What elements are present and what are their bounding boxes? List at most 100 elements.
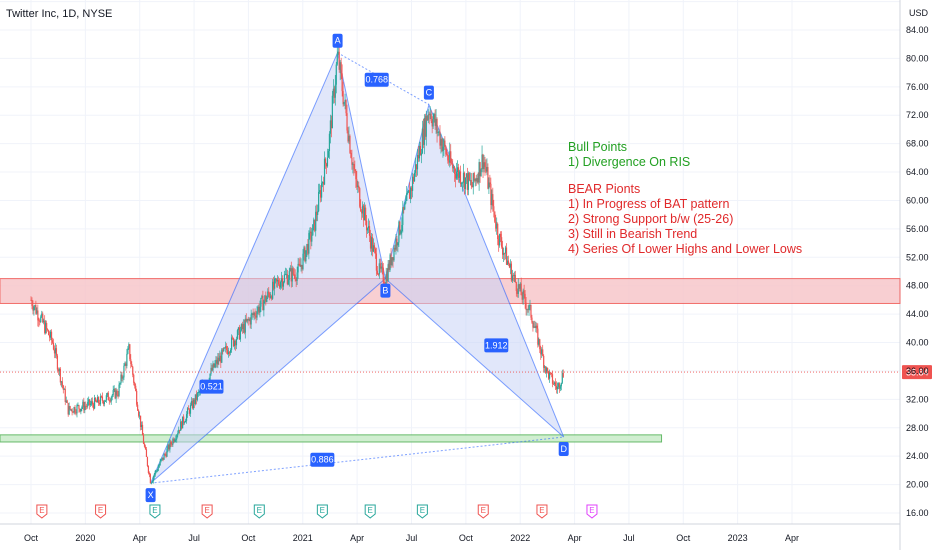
candle-body bbox=[68, 406, 70, 415]
earnings-event-letter: E bbox=[481, 506, 486, 515]
time-axis[interactable]: Oct 2020 Apr Jul Oct 2021 Apr Jul Oct 2022 Apr Jul O… bbox=[24, 533, 799, 543]
candle-body bbox=[113, 388, 115, 391]
candle-body bbox=[106, 392, 108, 396]
candle-body bbox=[211, 367, 213, 371]
earnings-event-letter: E bbox=[589, 506, 594, 515]
candle-body bbox=[246, 318, 248, 322]
candle-body bbox=[274, 278, 276, 289]
candle-body bbox=[48, 330, 50, 336]
candle-body bbox=[318, 191, 320, 212]
candle-body bbox=[349, 135, 351, 153]
candle-body bbox=[403, 207, 405, 210]
earnings-event-icon bbox=[416, 504, 428, 519]
candle-body bbox=[232, 338, 235, 347]
candle-body bbox=[548, 372, 551, 379]
triangle-xab bbox=[150, 51, 386, 484]
candle-body bbox=[373, 245, 376, 249]
candle-body bbox=[221, 349, 223, 363]
candle-body bbox=[484, 162, 486, 167]
candle-body bbox=[153, 474, 155, 477]
candle-body bbox=[361, 210, 363, 214]
candle-body bbox=[77, 405, 79, 406]
candle-body bbox=[331, 95, 333, 129]
candle-body bbox=[96, 397, 99, 403]
earnings-event-icon bbox=[586, 504, 598, 519]
candle-body bbox=[345, 99, 347, 114]
y-tick-label: 68.00 bbox=[906, 139, 929, 149]
candle-body bbox=[129, 344, 131, 360]
candle-body bbox=[481, 154, 483, 170]
candle-body bbox=[235, 338, 238, 346]
earnings-event-letter: E bbox=[152, 506, 157, 515]
candle-body bbox=[512, 275, 514, 277]
candle-body bbox=[95, 401, 98, 403]
candle-body bbox=[43, 320, 45, 323]
ratio-marker bbox=[364, 72, 389, 87]
y-tick-label: 76.00 bbox=[906, 82, 929, 92]
candle-body bbox=[523, 290, 525, 294]
candle-body bbox=[503, 253, 506, 255]
candle-body bbox=[45, 322, 47, 334]
x-tick-label: 2020 bbox=[75, 533, 95, 543]
candle-body bbox=[301, 264, 303, 270]
candle-body bbox=[52, 342, 55, 350]
candle-body bbox=[455, 173, 457, 179]
candle-body bbox=[493, 206, 495, 212]
candle-body bbox=[541, 349, 543, 355]
candle-body bbox=[177, 433, 179, 435]
candle-body bbox=[536, 325, 538, 329]
candle-body bbox=[78, 405, 80, 409]
earnings-event-icon bbox=[364, 504, 376, 519]
candle-body bbox=[420, 153, 422, 156]
candle-body bbox=[167, 444, 169, 449]
candle-body bbox=[238, 327, 241, 340]
candle-body bbox=[400, 231, 402, 234]
candle-body bbox=[116, 390, 118, 396]
candle-body bbox=[472, 173, 474, 188]
candle-body bbox=[342, 91, 344, 105]
price-axis[interactable]: 35.84 16.00 20.00 24.00 28.00 32.00 36.00 40.00… bbox=[902, 25, 932, 518]
candle-body bbox=[210, 367, 212, 374]
candle-body bbox=[293, 274, 295, 276]
candle-body bbox=[152, 476, 154, 482]
candle-body bbox=[443, 140, 445, 147]
candle-body bbox=[79, 408, 81, 412]
candle-body bbox=[196, 393, 198, 400]
candle-body bbox=[80, 408, 82, 412]
candle-body bbox=[451, 163, 453, 164]
candle-body bbox=[242, 323, 244, 330]
candle-body bbox=[411, 187, 413, 191]
candle-body bbox=[547, 371, 550, 379]
candle-body bbox=[328, 133, 331, 151]
candle-body bbox=[90, 403, 92, 406]
earnings-event-letter: E bbox=[257, 506, 262, 515]
candle-body bbox=[111, 395, 113, 398]
candle-body bbox=[432, 119, 434, 127]
candle-body bbox=[427, 114, 429, 121]
candle-body bbox=[529, 304, 531, 306]
candle-body bbox=[56, 355, 59, 370]
candle-body bbox=[436, 118, 438, 133]
bull-line: 1) Divergence On RIS bbox=[568, 155, 690, 169]
point-label: A bbox=[335, 36, 341, 46]
candle-body bbox=[417, 155, 420, 159]
candle-body bbox=[399, 221, 401, 234]
y-tick-label: 20.00 bbox=[906, 480, 929, 490]
candle-body bbox=[534, 326, 536, 328]
candle-body bbox=[480, 169, 482, 177]
candle-body bbox=[418, 145, 421, 159]
candle-body bbox=[525, 302, 527, 310]
y-tick-label: 36.00 bbox=[906, 366, 929, 376]
candle-body bbox=[178, 429, 180, 434]
candle-body bbox=[506, 260, 509, 265]
bat-pattern[interactable] bbox=[150, 51, 565, 484]
candle-body bbox=[319, 190, 321, 192]
candle-body bbox=[386, 273, 388, 281]
candle-body bbox=[476, 178, 478, 182]
candle-body bbox=[187, 408, 190, 410]
candle-body bbox=[395, 238, 397, 250]
candle-body bbox=[190, 401, 193, 406]
